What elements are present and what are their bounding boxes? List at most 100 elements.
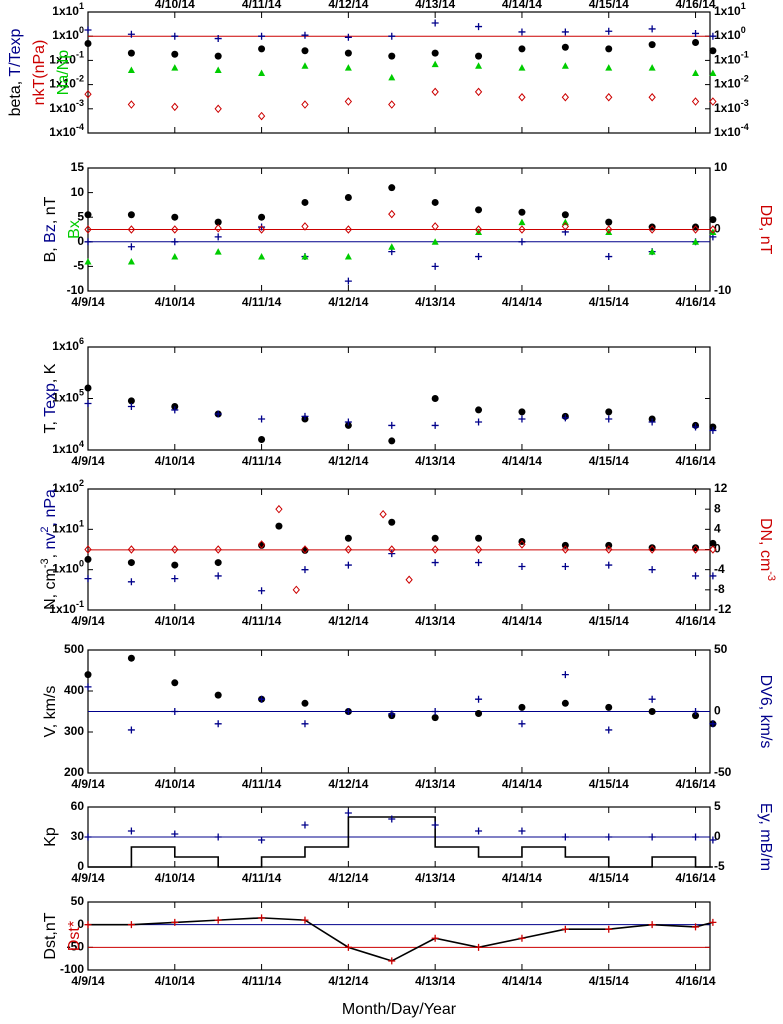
point-B bbox=[709, 216, 717, 224]
point-B bbox=[171, 213, 179, 221]
point-Ey bbox=[214, 833, 222, 841]
date-tick-label: 4/12/14 bbox=[328, 0, 368, 11]
right-y-tick-label: -4 bbox=[714, 562, 725, 576]
point-B bbox=[431, 198, 439, 206]
panel-frame bbox=[87, 346, 711, 451]
point-beta bbox=[692, 38, 700, 46]
point-Ey bbox=[518, 827, 526, 835]
point-V bbox=[214, 691, 222, 699]
point-B bbox=[561, 211, 569, 219]
y-axis-label-beta-1: beta, T/Texp bbox=[7, 29, 24, 117]
point-nkt bbox=[214, 104, 222, 114]
point-nv2 bbox=[648, 566, 656, 574]
point-T bbox=[127, 397, 135, 405]
panel-dens: 4/9/14 4/10/14 4/11/14 4/12/14 4/13/14 4/14/1… bbox=[39, 478, 777, 628]
point-DB bbox=[561, 222, 570, 231]
series-beta bbox=[84, 38, 717, 60]
panel-dst: 4/9/14 4/10/14 4/11/14 4/12/14 4/13/14 4/14/1… bbox=[42, 894, 717, 988]
point-DN bbox=[388, 545, 396, 554]
y-axis-label-dens-1: N, cm-3, nv2, nPa bbox=[39, 489, 59, 610]
point-nkt bbox=[301, 100, 309, 109]
date-tick-label: 4/15/14 bbox=[589, 614, 629, 628]
date-tick-label: 4/9/14 bbox=[71, 295, 105, 309]
series-Texp bbox=[84, 399, 717, 434]
series-nanp bbox=[127, 60, 717, 81]
series-Bz bbox=[84, 223, 717, 285]
point-Bx bbox=[518, 218, 526, 226]
point-Texp bbox=[344, 418, 352, 426]
y-tick-label: -50 bbox=[67, 940, 85, 954]
point-nv2 bbox=[692, 572, 700, 580]
point-Ey bbox=[344, 809, 352, 817]
point-Ey bbox=[692, 833, 700, 841]
date-tick-label: 4/12/14 bbox=[328, 295, 368, 309]
right-y-tick-label: -8 bbox=[714, 582, 725, 596]
point-Dst* bbox=[388, 957, 396, 965]
date-tick-label: 4/10/14 bbox=[155, 871, 195, 885]
point-nv2 bbox=[344, 561, 352, 569]
point-DB bbox=[84, 225, 92, 234]
y-axis-label-dst-2: Dst* bbox=[66, 921, 83, 951]
point-Bx bbox=[648, 248, 656, 255]
point-B bbox=[301, 198, 309, 206]
point-Texp bbox=[605, 415, 613, 423]
date-tick-label: 4/9/14 bbox=[71, 777, 105, 791]
point-DB bbox=[301, 222, 309, 231]
point-Dst* bbox=[648, 921, 656, 929]
date-tick-label: 4/11/14 bbox=[242, 295, 282, 309]
point-Bx bbox=[301, 253, 309, 260]
y-axis-label-kp-1: Kp bbox=[42, 827, 59, 847]
y-axis-label-beta-3: Na/Np bbox=[55, 50, 72, 95]
date-tick-label: 4/13/14 bbox=[415, 974, 455, 988]
date-tick-label: 4/11/14 bbox=[242, 777, 282, 791]
point-DB bbox=[709, 225, 717, 234]
y-tick-label: 10 bbox=[71, 185, 85, 199]
right-y-tick-label: 0 bbox=[714, 829, 721, 843]
point-DB bbox=[388, 209, 396, 219]
point-V bbox=[518, 703, 526, 711]
point-Bz bbox=[84, 238, 92, 246]
point-nkt bbox=[344, 97, 353, 106]
point-nv2 bbox=[171, 575, 179, 583]
point-Bz bbox=[431, 262, 439, 270]
point-beta bbox=[301, 47, 309, 55]
y-tick-label: 300 bbox=[64, 724, 84, 738]
right-y-tick-label: 8 bbox=[714, 501, 721, 515]
y-axis-label-mag-1: B, Bz, nT bbox=[42, 196, 59, 262]
y-axis-label-beta-2: nkT(nPa) bbox=[31, 40, 48, 106]
point-nv2 bbox=[518, 562, 526, 570]
point-Dst* bbox=[475, 943, 483, 951]
point-DV6 bbox=[214, 720, 222, 728]
point-N bbox=[171, 561, 179, 569]
point-B bbox=[214, 218, 222, 226]
point-DV6 bbox=[605, 726, 613, 734]
y-tick-label: 500 bbox=[64, 642, 84, 656]
point-V bbox=[692, 712, 700, 720]
point-ttexp bbox=[431, 19, 439, 27]
date-tick-label: 4/16/14 bbox=[676, 454, 716, 468]
point-V bbox=[605, 703, 613, 711]
date-tick-label: 4/11/14 bbox=[242, 0, 282, 11]
point-DV6 bbox=[431, 708, 439, 715]
date-tick-label: 4/15/14 bbox=[589, 871, 629, 885]
right-y-tick-label: 1x10-1 bbox=[714, 50, 749, 67]
point-DN bbox=[474, 545, 483, 554]
point-Dst* bbox=[258, 914, 266, 922]
date-tick-label: 4/10/14 bbox=[155, 614, 195, 628]
right-y-tick-label: 1x10-4 bbox=[714, 122, 749, 139]
point-B bbox=[605, 218, 613, 226]
point-beta bbox=[648, 41, 656, 49]
point-V bbox=[301, 699, 309, 707]
x-axis-label: Month/Day/Year bbox=[342, 1001, 457, 1018]
point-Texp bbox=[518, 415, 526, 423]
point-Bz bbox=[344, 277, 352, 285]
date-tick-label: 4/9/14 bbox=[71, 871, 105, 885]
y-tick-label: -10 bbox=[67, 283, 85, 297]
point-DN bbox=[691, 545, 700, 554]
point-B bbox=[127, 211, 135, 219]
point-Bz bbox=[258, 223, 266, 231]
date-tick-label: 4/16/14 bbox=[676, 974, 716, 988]
point-ttexp bbox=[301, 31, 309, 39]
point-DN bbox=[431, 545, 439, 554]
point-B bbox=[388, 184, 396, 192]
